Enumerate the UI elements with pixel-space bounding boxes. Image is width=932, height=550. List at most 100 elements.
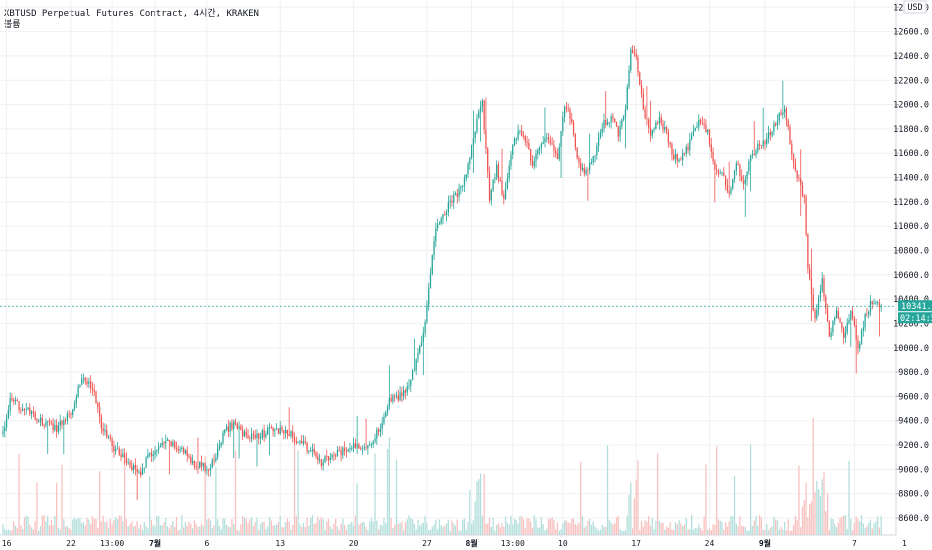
x-tick-label: 8월 [466,538,478,548]
candle-body [172,441,174,446]
volume-bar [742,526,745,535]
volume-bar [701,530,703,535]
candle-body [179,449,181,451]
volume-bar [331,528,333,535]
candle-body [766,138,768,145]
candle-body [708,129,711,145]
candle-body [696,126,698,128]
volume-bar [256,517,258,535]
time-axis[interactable] [0,535,932,550]
volume-bar [608,519,610,535]
candle-body [442,214,444,219]
volume-bar [123,459,126,535]
volume-bar [617,515,619,535]
candle-body [610,116,612,123]
candle-body [290,431,292,437]
candle-body [726,185,729,192]
volume-bar [821,479,823,535]
candle-body [265,434,267,438]
volume-bar [839,517,841,535]
candle-body [75,396,77,404]
candle-body [147,454,149,458]
candle-body [13,399,15,402]
y-tick-label: 10200.0 [893,319,929,329]
candle-body [526,141,528,143]
volume-bar [546,528,548,535]
volume-bar [714,524,716,535]
candle-body [38,421,40,423]
candle-body [141,468,144,475]
volume-bar [238,530,240,535]
candle-body [440,218,442,224]
candle-body [408,385,410,387]
volume-bar [211,528,213,535]
candle-body [558,147,560,160]
candle-body [567,108,569,110]
candle-body [27,407,29,410]
volume-bar [395,459,398,535]
candle-body [331,454,333,458]
volume-bar [445,523,448,535]
price-axis-ticks: 8600.0 8800.0 9000.0 9200.0 9400.0 9600.0 9800… [893,3,929,524]
volume-bar [276,524,278,535]
price-axis[interactable] [896,0,932,535]
candle-body [737,163,739,165]
candle-body [590,162,593,164]
volume-bar [469,489,471,535]
candle-body [810,279,813,295]
candle-body [864,313,866,328]
candle-body [522,135,525,137]
currency-badge[interactable] [903,0,927,14]
y-tick-label: 8800.0 [898,490,929,500]
candle-body [249,438,251,440]
volume-bar [651,518,653,535]
candle-body [508,165,510,179]
candle-body [123,453,126,459]
volume-bar [197,526,199,535]
last-price-badge: 10341.5 [898,300,932,312]
y-tick-label: 12200.0 [893,76,929,86]
candle-body [157,446,160,450]
volume-bar [646,521,648,535]
volume-bar [775,519,777,535]
candle-body [358,444,360,449]
volume-bar [649,525,652,535]
volume-bar [619,528,621,535]
volume-bar [730,515,732,535]
volume-bar [404,522,407,535]
candle-body [653,128,655,130]
volume-bar [467,521,469,535]
candle-body [82,377,85,379]
volume-bar [163,522,165,535]
volume-bar [817,489,820,535]
candle-body [733,171,736,180]
candle-body [453,194,455,203]
candle-body [560,131,562,148]
candle-body [817,297,820,310]
volume-bar [832,518,834,535]
volume-bar [547,518,550,535]
volume-bar [50,519,52,535]
volume-bar [859,521,861,535]
candle-body [764,140,766,145]
volume-bar [413,523,416,535]
candle-body [14,399,17,402]
candle-body [553,144,555,151]
volume-bar [533,515,535,535]
candle-body [311,448,314,451]
volume-bar [358,524,360,535]
candle-body [633,52,636,54]
candle-body [506,178,509,189]
volume-bar [229,527,231,535]
volume-bar [685,518,687,535]
candle-body [41,417,43,426]
candle-body [286,429,289,435]
candle-body [528,142,530,149]
volume-bar [293,446,296,535]
volume-bar [551,517,553,535]
volume-label: 볼륨 [4,20,21,30]
volume-bar [376,520,378,535]
volume-bar [462,519,464,535]
candle-body [753,153,755,155]
